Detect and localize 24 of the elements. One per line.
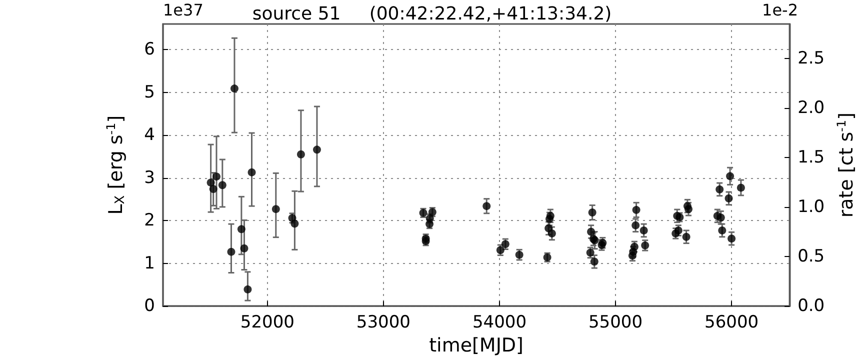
x-tick-label: 52000 (240, 312, 294, 333)
y-tick-label: 1 (144, 253, 155, 274)
y2-tick-label: 0.5 (798, 246, 825, 267)
y2-tick-label: 2.0 (798, 98, 825, 118)
x-tick-label: 54000 (472, 312, 527, 333)
y2-tick-label: 1.5 (798, 148, 825, 168)
y-tick-label: 6 (144, 40, 155, 60)
x-tick-label: 53000 (356, 312, 411, 333)
y2-axis-title: rate [ct s-1] (834, 112, 858, 218)
chart-title: source 51 (00:42:22.42,+41:13:34.2) (252, 4, 612, 24)
y2-tick-label: 0.0 (798, 296, 825, 316)
y-tick-label: 0 (144, 296, 155, 316)
y-tick-label: 5 (144, 82, 155, 102)
x-axis-title: time[MJD] (429, 334, 524, 356)
x-tick-label: 55000 (588, 312, 643, 333)
y-tick-label: 4 (144, 125, 155, 146)
y2-tick-label: 1.0 (798, 197, 825, 218)
y-axis-title: LX [erg s-1] (104, 115, 128, 215)
text: 1e-2 (762, 0, 798, 20)
y2-tick-label: 2.5 (798, 48, 825, 69)
y-tick-label: 3 (144, 168, 155, 188)
y-tick-label: 2 (144, 210, 155, 231)
x-tick-label: 56000 (704, 312, 759, 333)
text: 1e37 (163, 0, 204, 20)
